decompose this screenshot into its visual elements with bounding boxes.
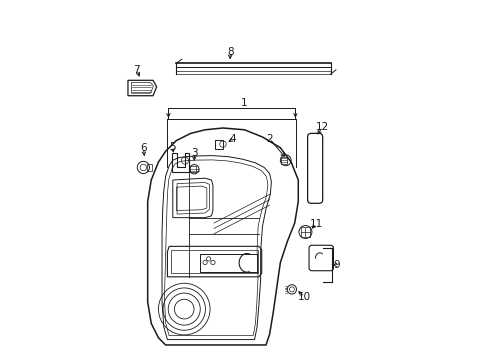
Text: 10: 10 [298,292,311,302]
Text: 2: 2 [266,134,272,144]
Text: 1: 1 [241,98,247,108]
Text: 8: 8 [226,46,233,57]
Bar [300,227,309,237]
Text: 6: 6 [140,143,146,153]
Text: 11: 11 [309,219,322,229]
Bar [280,157,286,164]
Text: 3: 3 [191,148,197,158]
Text: 4: 4 [229,134,236,144]
Text: 9: 9 [333,260,340,270]
Bar [146,164,151,171]
Text: 5: 5 [168,141,175,152]
Bar [190,166,195,172]
Text: 7: 7 [133,64,140,75]
Bar [214,140,223,149]
Text: 12: 12 [315,122,328,132]
